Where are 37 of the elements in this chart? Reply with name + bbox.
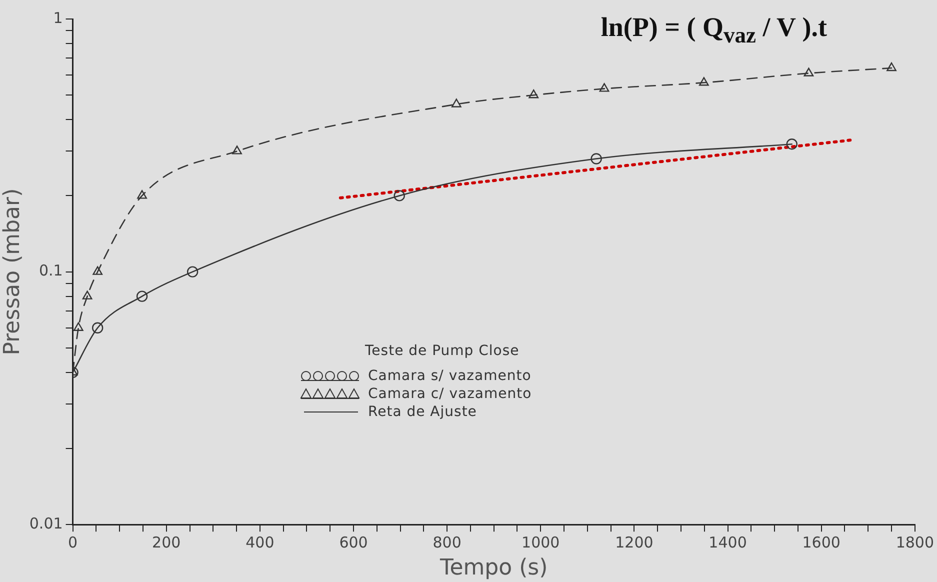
x-tick-label: 0 bbox=[68, 533, 78, 552]
legend-title: Teste de Pump Close bbox=[365, 343, 520, 359]
x-tick-label: 1800 bbox=[896, 533, 934, 552]
y-tick-label: 1 bbox=[53, 8, 63, 27]
point bbox=[92, 322, 104, 334]
point bbox=[786, 138, 798, 150]
point bbox=[136, 290, 148, 302]
point bbox=[599, 83, 610, 92]
point bbox=[186, 266, 198, 278]
point bbox=[804, 68, 814, 76]
x-tick-label: 200 bbox=[152, 533, 181, 552]
x-tick-label: 1000 bbox=[522, 533, 560, 552]
point bbox=[82, 290, 92, 300]
y-axis-title: Pressao (mbar) bbox=[0, 188, 25, 356]
point bbox=[232, 146, 242, 154]
legend-label: Camara s/ vazamento bbox=[367, 367, 532, 385]
x-tick-label: 400 bbox=[246, 533, 274, 552]
point bbox=[590, 153, 602, 164]
point bbox=[528, 90, 539, 98]
annotation: ln(P) = ( Q$_{vaz}$ / V ).t bbox=[600, 12, 827, 48]
point bbox=[73, 322, 84, 331]
x-tick-label: 1200 bbox=[615, 533, 654, 552]
point bbox=[394, 190, 405, 202]
x-tick-label: 600 bbox=[339, 533, 368, 552]
x-axis-title: Tempo (s) bbox=[438, 556, 548, 581]
x-tick-label: 800 bbox=[432, 533, 462, 552]
point bbox=[698, 77, 709, 86]
point bbox=[452, 98, 462, 108]
point bbox=[137, 190, 147, 199]
legend-label: Camara c/ vazamento bbox=[367, 385, 532, 403]
y-tick-label: 0.1 bbox=[38, 262, 63, 280]
legend-label: Reta de Ajuste bbox=[367, 403, 478, 421]
x-tick-label: 1600 bbox=[802, 533, 840, 552]
point bbox=[92, 266, 103, 275]
y-tick-label: 0.01 bbox=[29, 514, 63, 532]
point bbox=[886, 62, 896, 72]
x-tick-label: 1400 bbox=[708, 533, 747, 552]
